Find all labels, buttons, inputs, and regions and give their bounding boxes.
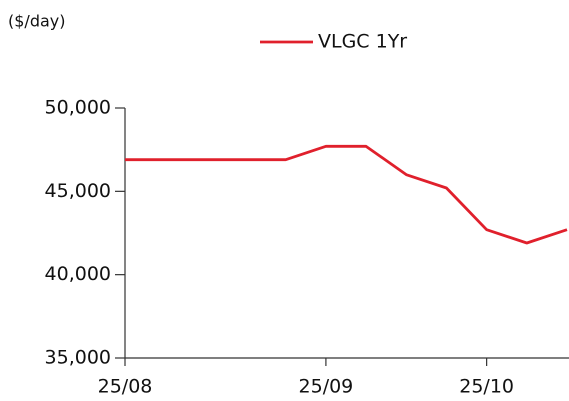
legend-label: VLGC 1Yr (318, 31, 407, 53)
y-tick-label: 50,000 (45, 97, 111, 119)
x-tick-label: 25/09 (299, 376, 354, 398)
y-tick-label: 35,000 (45, 347, 111, 369)
y-tick-label: 45,000 (45, 180, 111, 202)
x-tick-label: 25/08 (98, 376, 153, 398)
y-axis-label: ($/day) (8, 12, 65, 31)
y-tick-label: 40,000 (45, 263, 111, 285)
series-line (125, 144, 568, 245)
x-tick-label: 25/10 (459, 376, 514, 398)
